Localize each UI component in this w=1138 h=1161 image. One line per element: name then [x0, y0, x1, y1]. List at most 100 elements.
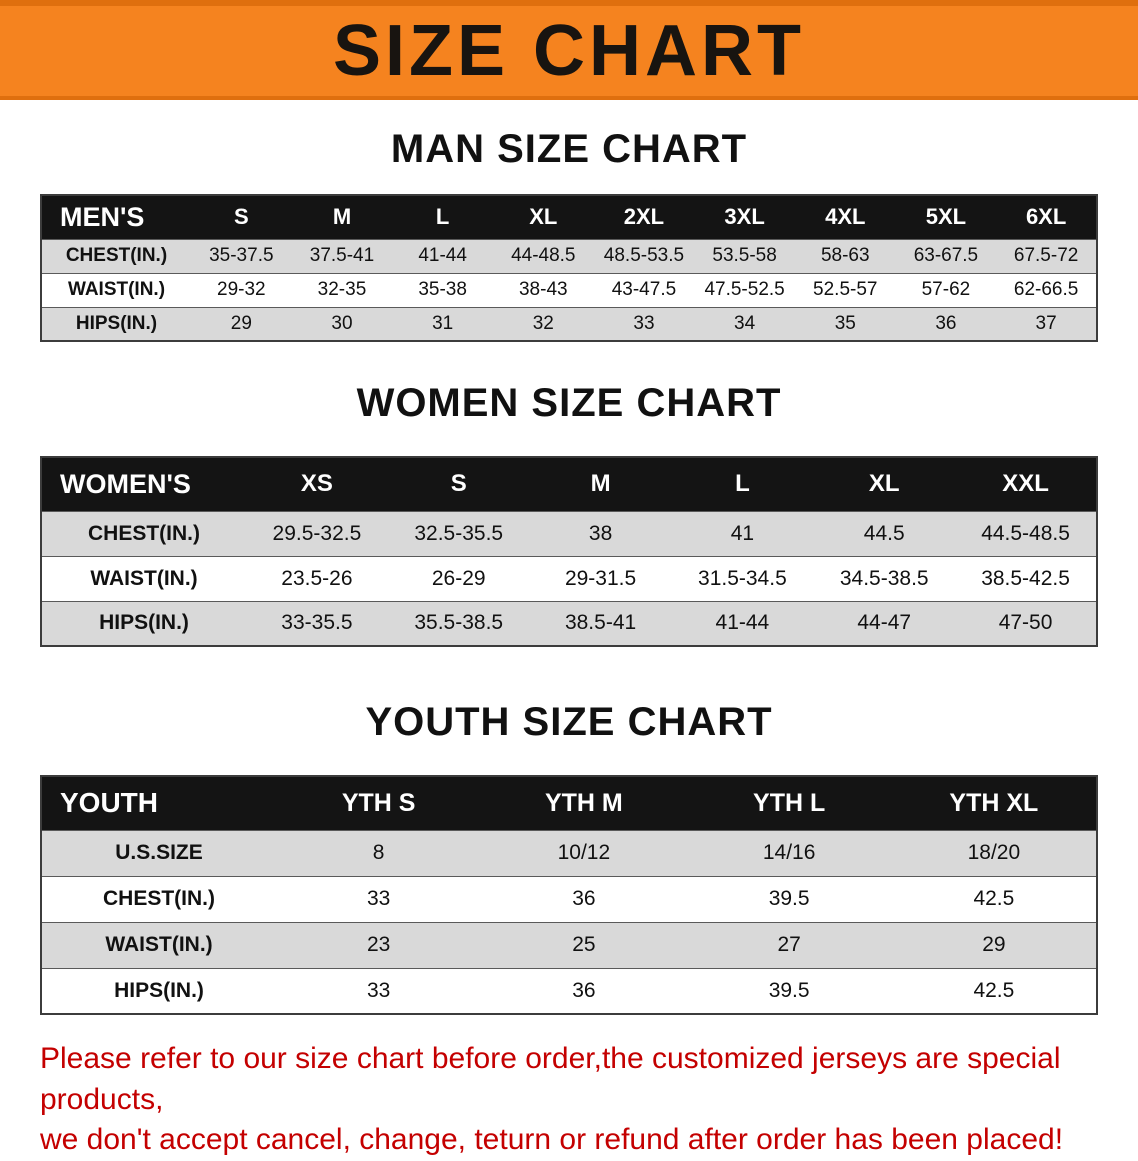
row-label: CHEST(IN.) [41, 238, 191, 273]
row-label: HIPS(IN.) [41, 306, 191, 341]
size-column-header: YTH L [686, 776, 892, 830]
table-cell: 25 [481, 921, 687, 968]
table-cell: 26-29 [387, 555, 530, 601]
men-section-heading: MAN SIZE CHART [390, 127, 748, 171]
table-row: HIPS(IN.) 29 30 31 32 33 34 35 36 37 [41, 306, 1097, 341]
table-cell: 18/20 [891, 829, 1097, 876]
table-cell: 37 [996, 306, 1097, 341]
table-cell: 32 [492, 306, 594, 341]
table-cell: 38.5-41 [529, 600, 672, 646]
row-label: WAIST(IN.) [41, 272, 191, 307]
table-cell: 36 [895, 306, 997, 341]
row-label: CHEST(IN.) [41, 510, 246, 556]
table-cell: 34 [694, 306, 795, 341]
row-label: WAIST(IN.) [41, 921, 276, 968]
table-cell: 32.5-35.5 [387, 510, 530, 556]
table-cell: 41-44 [671, 600, 814, 646]
table-cell: 52.5-57 [794, 272, 896, 307]
header-row: WOMEN'S XS S M L XL XXL [41, 457, 1097, 511]
table-corner-label: MEN'S [41, 195, 191, 239]
table-cell: 31 [392, 306, 493, 341]
table-cell: 27 [686, 921, 892, 968]
table-cell: 39.5 [686, 967, 892, 1014]
table-cell: 36 [481, 875, 687, 922]
row-label: HIPS(IN.) [41, 967, 276, 1014]
table-cell: 29.5-32.5 [246, 510, 388, 556]
size-column-header: 3XL [694, 195, 795, 239]
table-cell: 44.5-48.5 [955, 510, 1097, 556]
size-column-header: S [191, 195, 292, 239]
table-cell: 35-37.5 [191, 238, 292, 273]
row-label: U.S.SIZE [41, 829, 276, 876]
table-cell: 35-38 [392, 272, 493, 307]
table-cell: 41 [671, 510, 814, 556]
table-cell: 33 [593, 306, 695, 341]
women-section-heading: WOMEN SIZE CHART [356, 381, 782, 425]
table-row: HIPS(IN.) 33 36 39.5 42.5 [41, 967, 1097, 1014]
header-row: YOUTH YTH S YTH M YTH L YTH XL [41, 776, 1097, 830]
size-column-header: XL [813, 457, 956, 511]
youth-size-section: YOUTH SIZE CHART YOUTH YTH S YTH M YTH L YTH… [0, 699, 1138, 1015]
table-row: CHEST(IN.) 29.5-32.5 32.5-35.5 38 41 44.5 44.5… [41, 510, 1097, 556]
page-title: SIZE CHART [333, 11, 805, 91]
table-cell: 31.5-34.5 [671, 555, 814, 601]
table-cell: 33 [276, 967, 482, 1014]
table-cell: 42.5 [891, 875, 1097, 922]
table-cell: 42.5 [891, 967, 1097, 1014]
table-cell: 62-66.5 [996, 272, 1097, 307]
footer-notice: Please refer to our size chart before or… [40, 1039, 1118, 1161]
size-column-header: 4XL [794, 195, 896, 239]
size-column-header: L [392, 195, 493, 239]
size-column-header: YTH M [481, 776, 687, 830]
table-cell: 35 [794, 306, 896, 341]
table-cell: 29-32 [191, 272, 292, 307]
table-cell: 8 [276, 829, 482, 876]
table-cell: 35.5-38.5 [387, 600, 530, 646]
table-cell: 47-50 [955, 600, 1097, 646]
table-cell: 38-43 [492, 272, 594, 307]
table-cell: 14/16 [686, 829, 892, 876]
size-column-header: M [291, 195, 393, 239]
size-column-header: XL [492, 195, 594, 239]
table-cell: 63-67.5 [895, 238, 997, 273]
size-column-header: S [387, 457, 530, 511]
table-cell: 43-47.5 [593, 272, 695, 307]
table-cell: 41-44 [392, 238, 493, 273]
table-cell: 29 [191, 306, 292, 341]
men-size-section: MAN SIZE CHART MEN'S S M L XL 2XL 3XL 4XL 5XL 6XL… [0, 126, 1138, 342]
size-column-header: XXL [955, 457, 1097, 511]
table-row: U.S.SIZE 8 10/12 14/16 18/20 [41, 829, 1097, 876]
header-row: MEN'S S M L XL 2XL 3XL 4XL 5XL 6XL [41, 195, 1097, 239]
table-cell: 38 [529, 510, 672, 556]
table-cell: 10/12 [481, 829, 687, 876]
table-cell: 57-62 [895, 272, 997, 307]
size-column-header: 6XL [996, 195, 1097, 239]
size-column-header: M [529, 457, 672, 511]
table-cell: 23 [276, 921, 482, 968]
youth-section-heading: YOUTH SIZE CHART [365, 700, 773, 744]
table-cell: 67.5-72 [996, 238, 1097, 273]
table-cell: 37.5-41 [291, 238, 393, 273]
table-corner-label: WOMEN'S [41, 457, 246, 511]
size-column-header: 2XL [593, 195, 695, 239]
table-cell: 32-35 [291, 272, 393, 307]
table-cell: 44-48.5 [492, 238, 594, 273]
table-cell: 44.5 [813, 510, 956, 556]
table-row: CHEST(IN.) 35-37.5 37.5-41 41-44 44-48.5 48.5… [41, 238, 1097, 273]
table-row: WAIST(IN.) 23 25 27 29 [41, 921, 1097, 968]
table-cell: 38.5-42.5 [955, 555, 1097, 601]
table-cell: 53.5-58 [694, 238, 795, 273]
row-label: CHEST(IN.) [41, 875, 276, 922]
table-row: CHEST(IN.) 33 36 39.5 42.5 [41, 875, 1097, 922]
women-size-table: WOMEN'S XS S M L XL XXL CHEST(IN.) 29.5-32.5 32.5… [40, 456, 1098, 647]
table-cell: 58-63 [794, 238, 896, 273]
banner: SIZE CHART [0, 0, 1138, 100]
row-label: WAIST(IN.) [41, 555, 246, 601]
size-column-header: YTH XL [891, 776, 1097, 830]
table-cell: 33 [276, 875, 482, 922]
table-row: HIPS(IN.) 33-35.5 35.5-38.5 38.5-41 41-44 44-… [41, 600, 1097, 646]
table-cell: 47.5-52.5 [694, 272, 795, 307]
women-size-section: WOMEN SIZE CHART WOMEN'S XS S M L XL XXL CHEST(… [0, 380, 1138, 647]
notice-line-1: Please refer to our size chart before or… [40, 1042, 1061, 1116]
table-cell: 29 [891, 921, 1097, 968]
